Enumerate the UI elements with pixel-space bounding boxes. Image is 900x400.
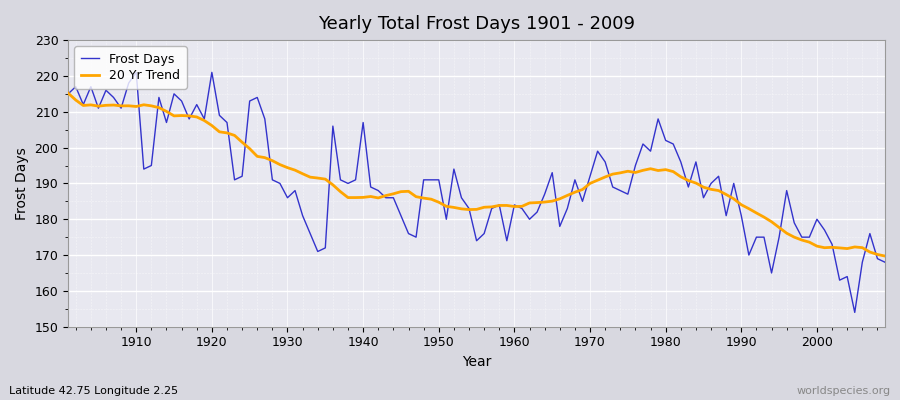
X-axis label: Year: Year bbox=[462, 355, 491, 369]
Frost Days bbox=[879, 260, 890, 265]
Frost Days bbox=[608, 184, 618, 189]
Frost Days bbox=[343, 181, 354, 186]
20 Yr Trend bbox=[501, 203, 512, 208]
Line: 20 Yr Trend: 20 Yr Trend bbox=[68, 93, 885, 256]
20 Yr Trend bbox=[290, 168, 301, 172]
20 Yr Trend bbox=[509, 204, 520, 209]
20 Yr Trend bbox=[335, 189, 346, 194]
Y-axis label: Frost Days: Frost Days bbox=[15, 147, 29, 220]
Frost Days bbox=[123, 81, 134, 86]
Title: Yearly Total Frost Days 1901 - 2009: Yearly Total Frost Days 1901 - 2009 bbox=[318, 15, 635, 33]
Frost Days bbox=[130, 70, 141, 75]
Text: worldspecies.org: worldspecies.org bbox=[796, 386, 891, 396]
Frost Days bbox=[850, 310, 860, 315]
20 Yr Trend bbox=[63, 91, 74, 96]
20 Yr Trend bbox=[123, 103, 134, 108]
Frost Days bbox=[509, 202, 520, 207]
Frost Days bbox=[517, 206, 527, 211]
Frost Days bbox=[297, 213, 308, 218]
Legend: Frost Days, 20 Yr Trend: Frost Days, 20 Yr Trend bbox=[75, 46, 186, 89]
Text: Latitude 42.75 Longitude 2.25: Latitude 42.75 Longitude 2.25 bbox=[9, 386, 178, 396]
Frost Days bbox=[63, 92, 74, 96]
20 Yr Trend bbox=[879, 254, 890, 258]
20 Yr Trend bbox=[599, 174, 610, 179]
Line: Frost Days: Frost Days bbox=[68, 72, 885, 312]
